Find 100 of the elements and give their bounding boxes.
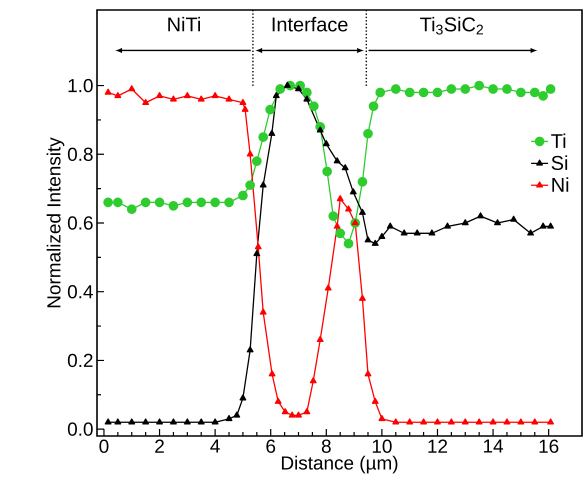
point [240,98,246,105]
point [404,88,415,98]
point [182,198,192,208]
y-tick-label: 0.8 [68,148,93,161]
point [198,95,205,102]
point [390,84,401,94]
point [303,95,310,102]
point [476,418,483,425]
point [212,418,219,425]
point [474,80,484,90]
point [114,92,122,98]
point [103,198,113,208]
point [510,216,518,222]
point [303,408,310,414]
point [432,88,442,98]
point [128,85,136,92]
point [368,101,378,112]
point [224,198,234,208]
point [344,238,354,248]
point [246,346,254,352]
point [113,198,123,208]
point [282,408,289,414]
point [184,418,191,425]
point [434,418,441,425]
point [358,176,368,187]
point [352,219,359,226]
point [210,198,220,208]
point [336,195,344,202]
point [198,418,205,425]
point [462,418,469,425]
point [494,219,501,226]
point [184,92,191,98]
point [240,394,246,400]
point [295,85,302,92]
x-tick-label: 14 [484,440,504,453]
x-tick-label: 8 [322,440,331,453]
point [335,228,346,238]
x-tick-label: 0 [99,440,108,453]
point [302,88,312,98]
point [114,418,122,425]
point [392,418,400,425]
point [128,418,136,425]
point [538,91,548,101]
y-tick-label: 0.2 [68,354,93,368]
point [265,104,276,114]
point [246,150,254,157]
x-tick-label: 2 [155,440,164,453]
annotation: NiTi [168,16,200,32]
point [375,88,386,98]
x-tick-label: 10 [372,440,392,453]
point [170,418,177,425]
point [540,222,547,229]
point [378,232,386,239]
point [342,164,349,170]
point [490,418,496,425]
point [295,412,302,418]
x-tick-label: 4 [210,440,220,453]
point [275,84,286,94]
legend-label: Ti [551,133,566,148]
point [547,222,554,229]
point [334,222,341,229]
point [418,88,428,98]
point [272,92,280,98]
point [516,88,526,98]
point [502,84,512,94]
point [268,370,276,376]
point [254,243,262,250]
point [142,98,150,105]
y-tick-label: 0.0 [68,422,93,436]
point [324,284,332,291]
point [364,370,372,376]
point [359,294,366,301]
annotation: Interface [272,16,348,32]
point [334,157,341,164]
point [531,418,538,425]
point [527,229,534,236]
point [488,84,498,94]
point [226,95,232,102]
point [288,412,296,418]
point [322,140,330,146]
point [530,88,540,98]
point [345,205,352,212]
point [156,418,163,425]
point [233,412,240,418]
point [372,398,379,404]
point [284,82,291,88]
x-tick-label: 6 [266,440,276,453]
point [477,212,484,218]
point [156,92,163,98]
point [406,418,414,425]
point [420,418,427,425]
point [154,198,164,208]
point [252,156,262,166]
point [448,418,455,425]
point [517,418,524,425]
x-tick-label: 12 [428,440,448,453]
point [460,84,470,94]
y-axis-title: Normalized Intensity [46,137,64,308]
point [104,88,112,95]
point [260,308,267,315]
